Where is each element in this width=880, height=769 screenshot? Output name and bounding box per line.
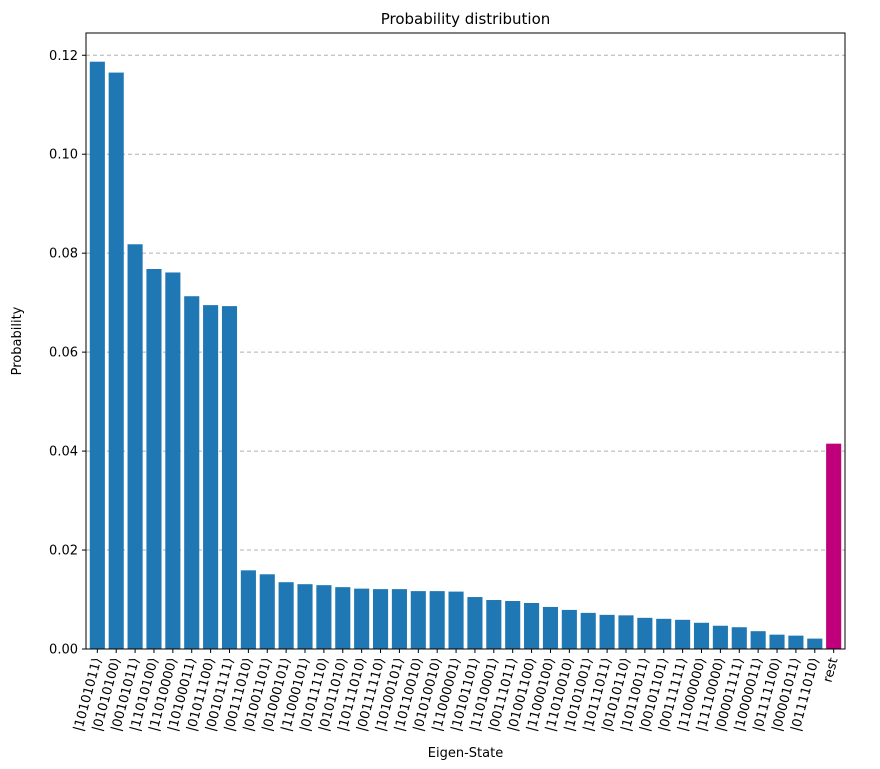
bar	[448, 591, 464, 649]
bar	[221, 306, 238, 649]
y-tick-label: 0.12	[49, 49, 78, 64]
bar	[429, 591, 445, 649]
bar	[108, 72, 124, 649]
bar	[203, 305, 219, 649]
bar	[467, 597, 483, 649]
bar	[750, 631, 766, 649]
bar	[165, 272, 181, 649]
bar	[297, 584, 313, 649]
plot-frame	[85, 32, 846, 650]
x-axis-title: Eigen-State	[428, 746, 503, 761]
bar	[712, 625, 728, 649]
bar	[731, 627, 747, 649]
bar	[259, 574, 275, 649]
bar	[316, 585, 332, 649]
y-tick-label: 0.10	[49, 148, 78, 163]
x-tick-label: rest	[821, 656, 842, 684]
bar	[580, 612, 596, 649]
bar	[354, 588, 370, 649]
bar	[599, 614, 615, 649]
bar	[146, 269, 162, 649]
bar	[656, 618, 672, 649]
y-axis-title: Probability	[10, 306, 25, 375]
bar	[561, 609, 577, 649]
bar	[675, 619, 691, 649]
y-tick-label: 0.04	[49, 445, 78, 460]
bar	[372, 589, 389, 649]
bar	[335, 587, 351, 649]
grid-lines	[86, 54, 845, 551]
bar	[637, 617, 653, 649]
bar	[184, 296, 200, 649]
bar	[240, 570, 256, 649]
bar	[391, 589, 407, 649]
bar	[410, 591, 426, 649]
y-tick-label: 0.08	[49, 247, 78, 262]
bar	[505, 601, 521, 649]
bar	[788, 635, 804, 649]
y-axis-ticks: 0.00 0.02 0.04 0.06 0.08 0.10 0.12	[49, 49, 86, 658]
y-tick-label: 0.02	[49, 544, 78, 559]
bar	[769, 634, 785, 649]
bar	[807, 638, 823, 649]
bar	[524, 602, 540, 649]
y-tick-label: 0.06	[49, 346, 78, 361]
bar	[89, 61, 105, 649]
bar	[278, 582, 294, 649]
x-axis-ticks: |10101011⟩|01010100⟩|00101011⟩|11010100⟩…	[71, 649, 842, 733]
bar	[127, 244, 143, 649]
bar	[542, 606, 559, 649]
bar	[486, 600, 502, 649]
chart-title: Probability distribution	[381, 10, 551, 28]
y-tick-label: 0.00	[49, 643, 78, 658]
bar	[618, 615, 634, 649]
bar-rest	[826, 443, 842, 649]
bar	[693, 622, 710, 649]
bars	[89, 61, 842, 649]
